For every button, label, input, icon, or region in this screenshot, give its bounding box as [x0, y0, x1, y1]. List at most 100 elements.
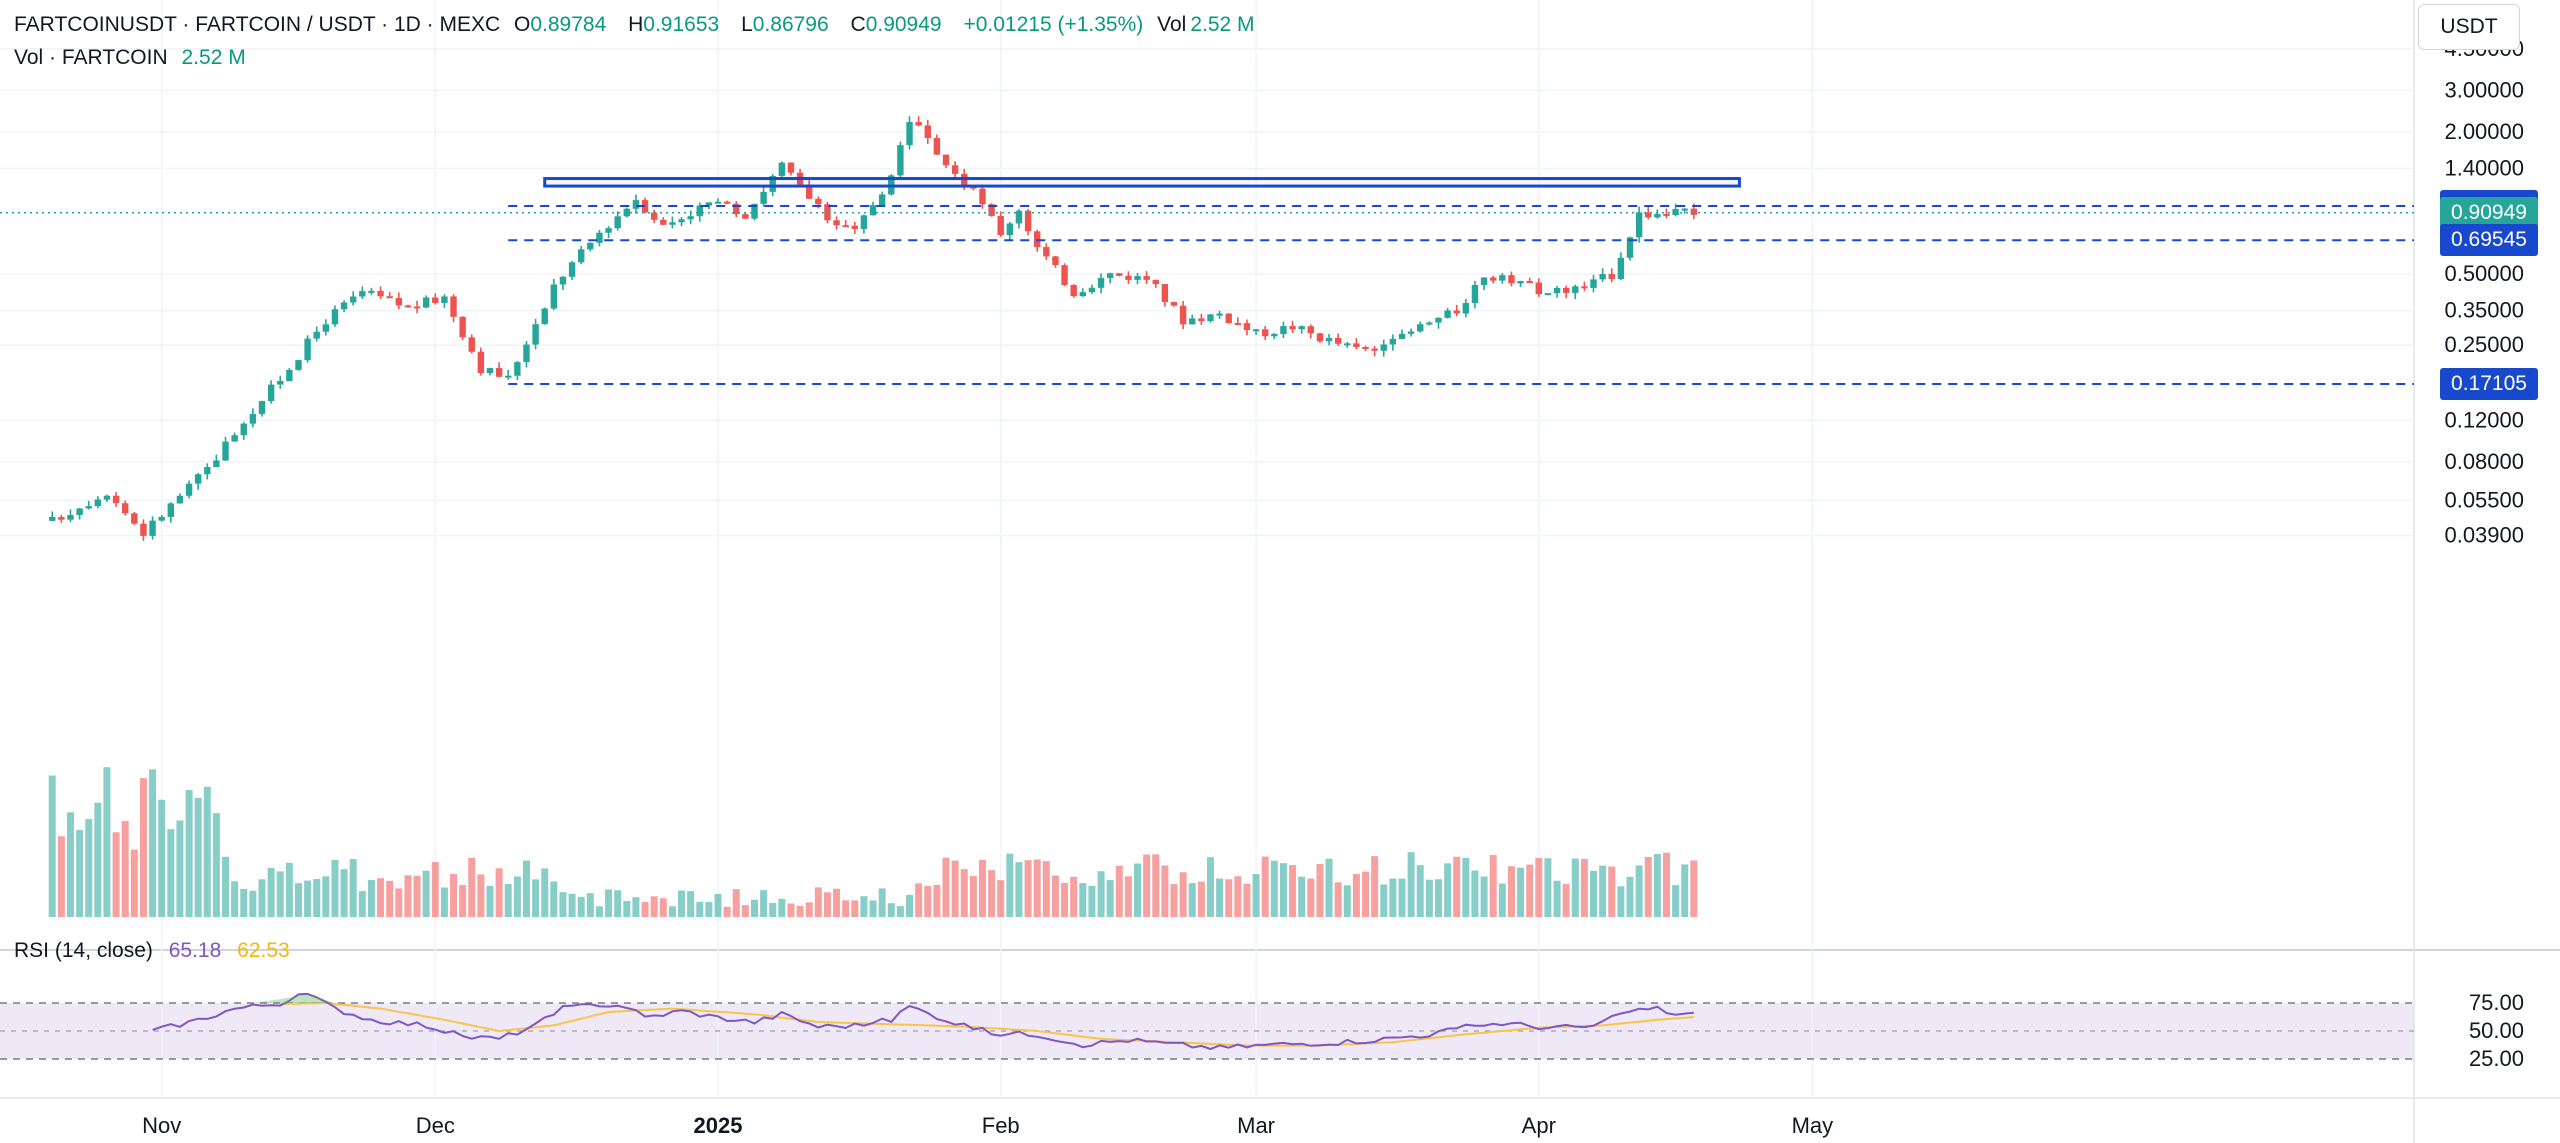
volume-bar — [1252, 874, 1260, 917]
vol-value: 2.52 M — [1190, 13, 1255, 36]
volume-bar — [1188, 883, 1196, 917]
volume-bar — [276, 871, 284, 917]
candle-body — [623, 208, 630, 217]
candle-body — [249, 413, 257, 424]
volume-bar — [185, 790, 193, 917]
candle-body — [842, 225, 849, 228]
volume-bar — [66, 812, 74, 917]
volume-bar — [1061, 882, 1069, 917]
volume-bar — [1225, 879, 1233, 917]
time-axis-label: Mar — [1237, 1113, 1275, 1138]
candle-body — [1344, 343, 1351, 346]
volume-bar — [668, 906, 676, 917]
close-value: 0.90949 — [865, 13, 942, 36]
symbol-title[interactable]: FARTCOINUSDT · FARTCOIN / USDT · 1D · ME… — [14, 13, 501, 36]
candle-body — [1435, 317, 1442, 323]
volume-bar — [732, 889, 740, 917]
candle-body — [368, 290, 375, 293]
volume-bar — [294, 883, 302, 917]
volume-bar — [194, 797, 202, 917]
volume-bar — [796, 905, 804, 917]
volume-bar — [395, 888, 403, 917]
volume-bar — [906, 894, 914, 917]
volume-bar — [750, 899, 758, 917]
volume-bar — [1535, 857, 1543, 917]
candle-body — [1590, 279, 1597, 288]
volume-bar — [340, 869, 348, 917]
volume-bar — [887, 903, 895, 917]
volume-bar — [167, 829, 175, 917]
volume-bar — [212, 813, 220, 917]
candle-body — [1325, 337, 1333, 342]
candle-body — [204, 467, 211, 475]
volume-bar — [760, 890, 768, 917]
volume-bar — [933, 884, 941, 917]
volume-bar — [805, 902, 813, 917]
candle-body — [988, 204, 995, 216]
candle-body — [258, 401, 266, 414]
volume-bar — [1298, 876, 1306, 917]
volume-bar — [440, 887, 448, 917]
volume-bar — [1079, 883, 1087, 917]
volume-bar — [559, 892, 567, 917]
candle-body — [213, 460, 220, 468]
volume-bar — [249, 890, 257, 917]
candle-body — [924, 125, 931, 138]
candle-body — [350, 296, 357, 303]
candle-body — [477, 351, 485, 374]
candle-body — [1116, 273, 1123, 276]
candle-body — [468, 337, 475, 352]
candle-body — [824, 204, 831, 221]
volume-bar — [1507, 866, 1515, 917]
volume-bar — [1690, 860, 1698, 917]
volume-bar — [851, 900, 859, 917]
volume-bar — [1580, 858, 1588, 917]
volume-bar — [76, 829, 84, 917]
volume-bar — [1234, 876, 1242, 917]
rsi-label[interactable]: RSI (14, close) — [14, 939, 153, 962]
volume-bar — [222, 856, 230, 917]
volume-bar — [103, 767, 111, 917]
volume-bar — [623, 900, 631, 917]
volume-bar — [1544, 858, 1552, 917]
volume-bar — [1033, 859, 1041, 917]
candle-body — [505, 375, 512, 378]
low-value: 0.86796 — [752, 13, 829, 36]
candle-body — [1307, 326, 1314, 334]
candle-body — [295, 360, 302, 370]
candle-body — [1271, 333, 1278, 337]
volume-bar — [94, 802, 102, 917]
currency-button[interactable]: USDT — [2418, 4, 2520, 50]
price-axis-label: 2.00000 — [2444, 119, 2524, 144]
volume-bar — [304, 880, 312, 917]
candle-body — [140, 523, 147, 536]
price-axis-label: 0.08000 — [2444, 449, 2524, 474]
candle-body — [85, 506, 92, 509]
candle-body — [340, 302, 348, 310]
volume-bar — [650, 896, 658, 917]
candle-body — [1553, 287, 1561, 294]
candle-body — [1508, 275, 1515, 284]
candle-body — [806, 184, 813, 199]
volume-bar — [1398, 878, 1406, 917]
candle-body — [1216, 313, 1223, 316]
candle-body — [49, 516, 56, 521]
volume-bar — [687, 891, 695, 917]
volume-bar — [85, 819, 93, 917]
volume-bar — [550, 881, 558, 917]
candle-body — [67, 515, 74, 520]
candle-body — [185, 483, 193, 496]
volume-bar — [632, 897, 640, 917]
candle-body — [687, 216, 694, 220]
candle-body — [1034, 231, 1041, 248]
candle-body — [1161, 284, 1169, 303]
volume-bar — [1134, 863, 1142, 917]
candle-body — [1635, 212, 1643, 238]
volume-bar — [915, 883, 923, 917]
volume-legend-label[interactable]: Vol · FARTCOIN — [14, 46, 168, 69]
candle-body — [1599, 274, 1606, 280]
volume-bar — [978, 859, 986, 917]
rsi-line — [152, 992, 1694, 1051]
